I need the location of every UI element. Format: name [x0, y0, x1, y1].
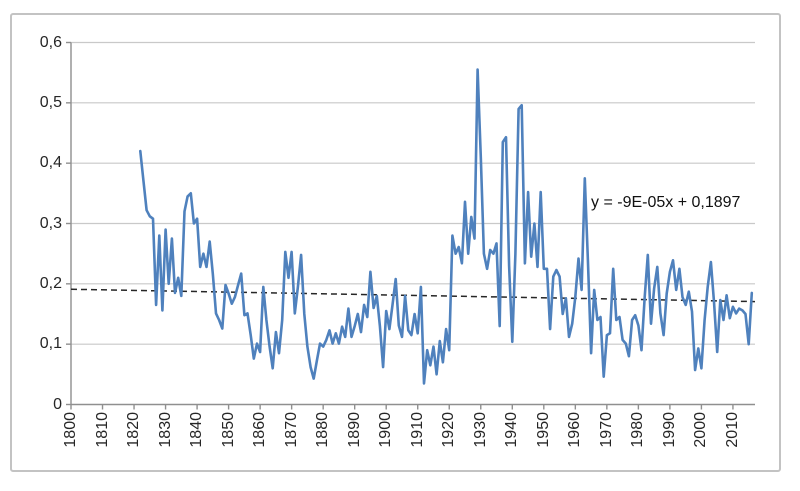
x-axis-label: 1880: [314, 411, 332, 448]
x-axis-label: 1970: [597, 411, 615, 448]
y-axis-label: 0,5: [39, 93, 62, 111]
x-axis-label: 1850: [219, 411, 237, 448]
x-axis-label: 2000: [692, 411, 710, 448]
x-axis-label: 1990: [660, 411, 678, 448]
x-axis-label: 1920: [440, 411, 458, 448]
x-axis-label: 1860: [251, 411, 269, 448]
x-axis-label: 1900: [377, 411, 395, 448]
trendline-equation: y = -9E-05x + 0,1897: [591, 194, 741, 211]
x-axis-label: 1870: [282, 411, 300, 448]
x-axis-label: 1980: [629, 411, 647, 448]
x-axis-label: 1950: [534, 411, 552, 448]
x-axis-label: 1930: [471, 411, 489, 448]
x-axis-label: 2010: [723, 411, 741, 448]
y-axis-label: 0,3: [39, 214, 62, 232]
x-axis-label: 1810: [93, 411, 111, 448]
y-axis-label: 0,4: [39, 154, 62, 172]
x-axis-label: 1820: [125, 411, 143, 448]
y-axis-label: 0,2: [39, 274, 62, 292]
chart-frame: [10, 13, 781, 472]
x-axis-label: 1840: [188, 411, 206, 448]
x-axis-label: 1910: [408, 411, 426, 448]
x-axis-label: 1960: [566, 411, 584, 448]
x-axis-label: 1830: [156, 411, 174, 448]
x-axis-label: 1890: [345, 411, 363, 448]
y-axis-label: 0,6: [39, 33, 62, 51]
data-series-line: [139, 68, 754, 385]
x-axis-label: 1800: [62, 411, 79, 448]
trendline: [70, 288, 756, 303]
y-axis-label: 0: [53, 395, 62, 413]
y-axis-label: 0,1: [39, 335, 62, 353]
x-axis-label: 1940: [503, 411, 521, 448]
